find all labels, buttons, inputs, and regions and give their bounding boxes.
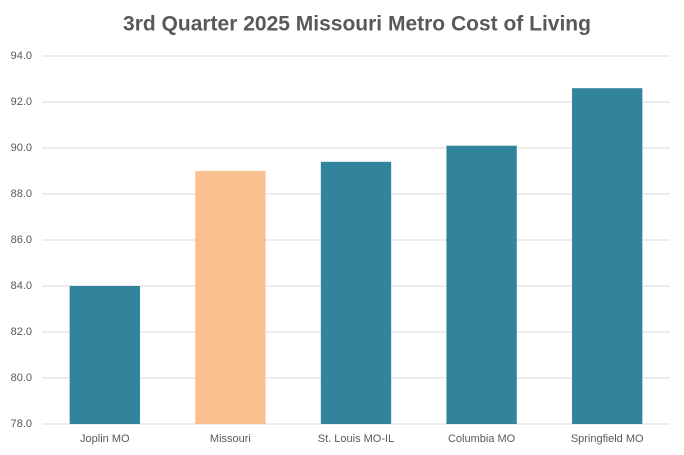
bar (446, 145, 517, 424)
bar (572, 88, 643, 424)
bar (320, 161, 392, 425)
x-tick-label: Joplin MO (80, 433, 130, 445)
x-tick-label: Columbia MO (448, 433, 516, 445)
y-tick-label: 88.0 (11, 188, 32, 200)
y-tick-label: 78.0 (11, 418, 32, 430)
bar (195, 171, 266, 424)
y-tick-label: 80.0 (11, 372, 32, 384)
y-tick-label: 90.0 (11, 142, 32, 154)
y-tick-label: 82.0 (11, 326, 32, 338)
y-tick-label: 86.0 (11, 234, 32, 246)
y-tick-label: 84.0 (11, 280, 32, 292)
x-tick-label: Missouri (210, 433, 251, 445)
bar (69, 286, 140, 424)
x-tick-label: St. Louis MO-IL (318, 433, 394, 445)
chart-title: 3rd Quarter 2025 Missouri Metro Cost of … (123, 13, 591, 36)
x-tick-label: Springfield MO (571, 433, 644, 445)
y-tick-label: 92.0 (11, 96, 32, 108)
y-tick-label: 94.0 (11, 50, 32, 62)
